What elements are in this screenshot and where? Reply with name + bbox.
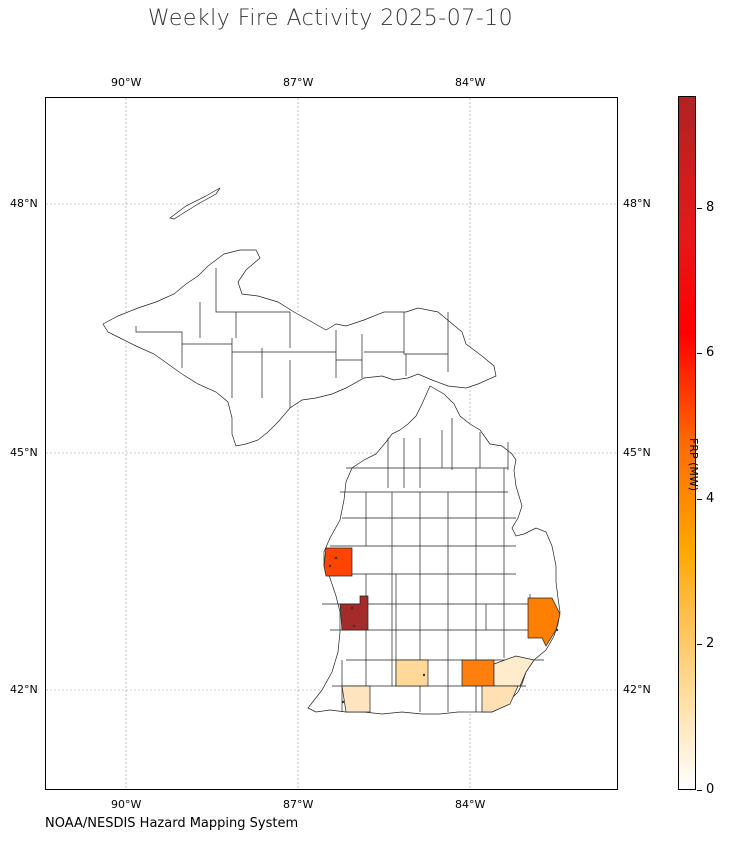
- up-county-lines: [135, 268, 449, 408]
- lat-label-right-42n: 42°N: [623, 683, 651, 696]
- lat-label-left-42n: 42°N: [10, 683, 38, 696]
- fire-point: [334, 556, 338, 560]
- county-monroe: [481, 685, 519, 713]
- fire-point: [341, 700, 345, 704]
- lat-label-right-45n: 45°N: [623, 446, 651, 459]
- colorbar: [678, 96, 696, 790]
- fire-point: [422, 673, 426, 677]
- fire-point: [328, 564, 332, 568]
- lat-label-left-45n: 45°N: [10, 446, 38, 459]
- fire-counties: [323, 547, 561, 713]
- colorbar-tick: [697, 499, 702, 500]
- colorbar-tick: [697, 208, 702, 209]
- lon-label-top-84w: 84°W: [455, 76, 486, 89]
- county-washtenaw: [461, 659, 495, 687]
- county-st-clair: [527, 597, 561, 647]
- map-title: Weekly Fire Activity 2025-07-10: [147, 6, 514, 31]
- isle-royale: [169, 187, 221, 220]
- colorbar-tick: [697, 353, 702, 354]
- fire-point: [352, 624, 356, 628]
- colorbar-tick: [697, 790, 702, 791]
- lon-label-top-90w: 90°W: [111, 76, 142, 89]
- upper-peninsula: [102, 249, 497, 447]
- colorbar-label-8: 8: [706, 200, 715, 215]
- colorbar-tick: [697, 644, 702, 645]
- colorbar-title: FRP (MW): [687, 438, 700, 492]
- colorbar-label-0: 0: [706, 782, 715, 797]
- lon-label-bottom-84w: 84°W: [455, 798, 486, 811]
- fire-points: [328, 556, 559, 704]
- lat-label-right-48n: 48°N: [623, 197, 651, 210]
- lon-label-top-87w: 87°W: [283, 76, 314, 89]
- colorbar-label-6: 6: [706, 345, 715, 360]
- county-ottawa: [339, 595, 369, 631]
- map-canvas: [46, 98, 617, 789]
- colorbar-label-2: 2: [706, 636, 715, 651]
- county-st-joseph: [341, 685, 371, 713]
- lat-label-left-48n: 48°N: [10, 197, 38, 210]
- michigan-counties: [102, 187, 561, 715]
- colorbar-label-4: 4: [706, 491, 715, 506]
- fire-point: [350, 606, 354, 610]
- lon-label-bottom-90w: 90°W: [111, 798, 142, 811]
- data-source-credit: NOAA/NESDIS Hazard Mapping System: [45, 816, 299, 831]
- map-panel[interactable]: [45, 97, 618, 790]
- lon-label-bottom-87w: 87°W: [283, 798, 314, 811]
- county-calhoun: [395, 659, 429, 687]
- county-oceana: [323, 547, 353, 577]
- fire-point: [555, 628, 559, 632]
